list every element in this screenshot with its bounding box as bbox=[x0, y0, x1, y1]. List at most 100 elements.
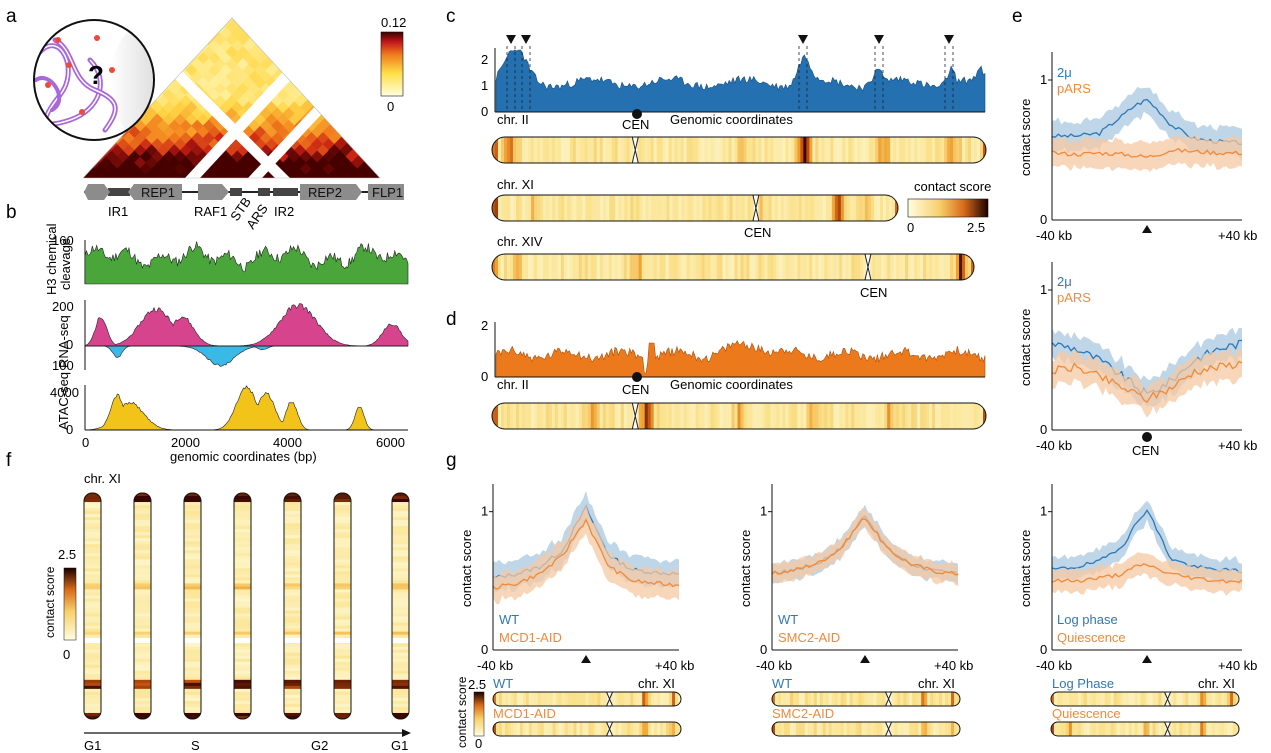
b-xtick-0: 0 bbox=[82, 435, 89, 450]
d-ytick-2: 2 bbox=[481, 318, 488, 333]
panel-letter-e: e bbox=[1012, 6, 1023, 27]
g3-legend-mut: Quiescence bbox=[1057, 630, 1126, 645]
d-cen-label: CEN bbox=[622, 382, 649, 397]
chromosome-outline bbox=[491, 402, 987, 430]
f-phase-g1a: G1 bbox=[84, 738, 101, 753]
cell-cycle-strip bbox=[184, 493, 201, 719]
chromosome-outline bbox=[492, 721, 682, 737]
element-raf1: RAF1 bbox=[194, 204, 227, 219]
rna-track-plus bbox=[84, 303, 409, 347]
g2-strip-wt: WT bbox=[772, 676, 792, 691]
confidence-band bbox=[493, 503, 679, 605]
f-cbar-max: 2.5 bbox=[58, 547, 76, 562]
c-cbar-min: 0 bbox=[907, 220, 914, 235]
x-left-label: -40 kb bbox=[1036, 658, 1072, 673]
c-cbar-title: contact score bbox=[914, 179, 991, 194]
x-left-label: -40 kb bbox=[477, 658, 513, 673]
ytick-1: 1 bbox=[1040, 282, 1047, 297]
e-middle-plot: 1 0 contact score -40 kb +40 kb bbox=[1018, 262, 1257, 453]
d-cen-dot bbox=[632, 372, 642, 382]
arrowhead-marker bbox=[506, 35, 516, 44]
b-xlabel: genomic coordinates (bp) bbox=[170, 449, 317, 464]
gene-rep2-label: REP2 bbox=[308, 185, 342, 200]
c-strip-chr2 bbox=[491, 136, 987, 164]
panel-letter-c: c bbox=[446, 6, 456, 27]
center-marker bbox=[860, 655, 870, 663]
confidence-band bbox=[1052, 500, 1242, 585]
chip-tick: 160 bbox=[52, 233, 74, 248]
f-phase-g2: G2 bbox=[311, 738, 328, 753]
y-axis-label: contact score bbox=[1018, 309, 1033, 386]
gene-rep1 bbox=[128, 184, 182, 200]
c-strip-chr14 bbox=[491, 253, 975, 281]
arrowhead-marker bbox=[798, 35, 808, 44]
g2-legend-mut: SMC2-AID bbox=[778, 630, 840, 645]
x-right-label: +40 kb bbox=[934, 658, 973, 673]
c-chrom-ii: chr. II bbox=[497, 112, 529, 127]
d-strip-chr2 bbox=[491, 402, 987, 430]
f-chrom: chr. XI bbox=[84, 471, 121, 486]
cell-cycle-strip bbox=[234, 493, 251, 719]
ytick-0: 0 bbox=[760, 642, 767, 657]
panel-e: 1 0 contact score -40 kb +40 kb 1 0 contact sc… bbox=[1018, 52, 1257, 458]
e-cen-label: CEN bbox=[1132, 443, 1159, 458]
c-strip-chr11 bbox=[491, 194, 899, 222]
d-chrom: chr. II bbox=[497, 377, 529, 392]
g-colorbar bbox=[473, 691, 485, 737]
g-plot-mcd1: 1 0 contact score -40 kb +40 kb bbox=[459, 484, 694, 673]
series-line bbox=[771, 518, 958, 576]
atac-tick-0: 0 bbox=[66, 422, 73, 437]
chromosome-outline bbox=[491, 136, 987, 164]
b-xtick-4000: 4000 bbox=[273, 435, 302, 450]
panel-b: H3 chemical cleavage RNA-seq ATAC-seq 16… bbox=[44, 223, 409, 464]
series-line bbox=[492, 518, 680, 590]
g2-legend-wt: WT bbox=[778, 612, 798, 627]
g3-strip-wt: Log Phase bbox=[1052, 676, 1114, 691]
cell-cycle-strip bbox=[284, 493, 301, 719]
rna-label: RNA-seq bbox=[56, 315, 71, 368]
panel-f: chr. XI contact score 2.5 0 G1 S G2 G1 bbox=[43, 471, 411, 753]
c-ytick-0: 0 bbox=[481, 104, 488, 119]
d-genomic: Genomic coordinates bbox=[670, 377, 793, 392]
center-marker bbox=[1142, 655, 1152, 663]
ytick-0: 0 bbox=[1040, 422, 1047, 437]
center-marker bbox=[581, 655, 591, 663]
y-axis-label: contact score bbox=[738, 530, 753, 607]
g-chromosome-strips bbox=[492, 691, 1240, 737]
rna-track-minus bbox=[85, 345, 408, 367]
element-ir2: IR2 bbox=[274, 204, 294, 219]
g1-legend-mut: MCD1-AID bbox=[499, 630, 562, 645]
c-chrom-xi: chr. XI bbox=[497, 177, 534, 192]
e-top-legend-mut: pARS bbox=[1057, 81, 1091, 96]
panel-letter-d: d bbox=[446, 309, 457, 330]
c-arrowheads bbox=[506, 35, 954, 112]
d-ytick-0: 0 bbox=[481, 369, 488, 384]
ytick-0: 0 bbox=[1040, 642, 1047, 657]
chip-track bbox=[84, 241, 409, 285]
arrowhead-marker bbox=[944, 35, 954, 44]
chromosome-outline bbox=[771, 721, 961, 737]
ytick-1: 1 bbox=[1040, 72, 1047, 87]
cell-cycle-strip bbox=[84, 493, 101, 719]
confidence-band bbox=[1052, 552, 1242, 596]
c-cen-label: CEN bbox=[622, 117, 649, 132]
series-line bbox=[1051, 98, 1243, 146]
panel-letter-a: a bbox=[6, 6, 17, 27]
chromosome-outline bbox=[1050, 721, 1240, 737]
confidence-band bbox=[772, 508, 958, 587]
panel-d: 2 0 chr. II CEN Genomic coordinates bbox=[481, 318, 987, 430]
series-line bbox=[1051, 563, 1243, 584]
panel-letter-b: b bbox=[6, 202, 17, 223]
g3-strip-chrom: chr. XI bbox=[1198, 676, 1235, 691]
f-phase-s: S bbox=[191, 738, 200, 753]
chip-label-line1: H3 chemical bbox=[44, 223, 59, 295]
f-cell-cycle-strips bbox=[83, 492, 410, 720]
series-line bbox=[1051, 509, 1243, 574]
g2-strip-chrom: chr. XI bbox=[918, 676, 955, 691]
g-cbar-label: contact score bbox=[455, 676, 469, 748]
panel-g: 1 0 contact score -40 kb +40 kb 1 0 contact sc… bbox=[455, 484, 1257, 751]
ytick-1: 1 bbox=[481, 504, 488, 519]
series-line bbox=[1051, 147, 1243, 158]
x-left-label: -40 kb bbox=[1036, 228, 1072, 243]
e-top-legend-wt: 2μ bbox=[1057, 65, 1072, 80]
